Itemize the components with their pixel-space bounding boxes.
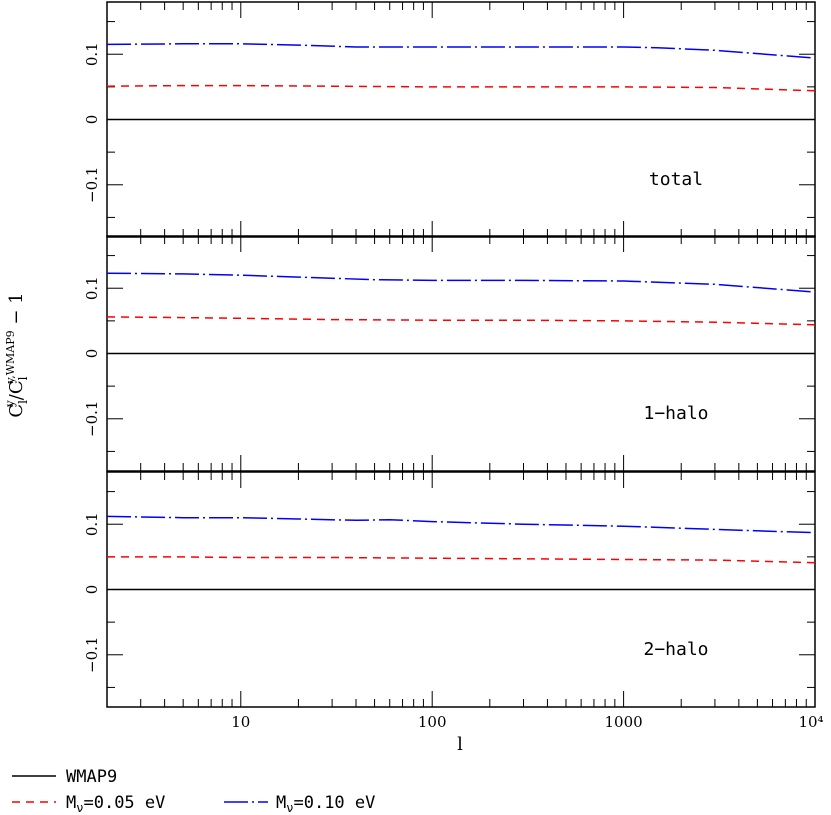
series-line-mnu-010 — [106, 272, 816, 293]
panel-label: 2−halo — [643, 639, 708, 660]
x-axis-label: l — [457, 734, 463, 755]
panel-3: −0.1 0 0.1 2−halo — [83, 471, 816, 708]
y-axis-label: Cly/Cly,WMAP9 − 1 — [3, 292, 30, 417]
series-line-mnu-005 — [107, 556, 816, 564]
y-tick-label: 0.1 — [83, 276, 101, 300]
y-tick-label: 0 — [83, 115, 101, 125]
y-axis-title: Cly/Cly,WMAP9 − 1 — [3, 292, 30, 417]
y-tick-label: −0.1 — [83, 637, 101, 673]
panel-label: 1−halo — [643, 403, 708, 424]
y-tick-label: 0.1 — [83, 512, 101, 536]
x-tick-label: 10 — [231, 713, 250, 731]
legend: WMAP9 Mν=0.05 eV Mν=0.10 eV — [12, 767, 375, 815]
x-tick-label: 100 — [418, 713, 447, 731]
legend-label-mnu-010: Mν=0.10 eV — [276, 793, 375, 815]
chart-panels: −0.1 0 0.1 total −0.1 0 0.1 1−halo −0.1 0 0.1 2−hal… — [83, 1, 824, 731]
y-tick-label: −0.1 — [83, 401, 101, 437]
legend-label-wmap9: WMAP9 — [66, 767, 117, 787]
series-line-mnu-010 — [106, 515, 816, 534]
panel-1: −0.1 0 0.1 total — [83, 1, 816, 238]
y-tick-label: −0.1 — [83, 167, 101, 203]
panel-2: −0.1 0 0.1 1−halo — [83, 235, 816, 472]
y-tick-label: 0.1 — [83, 42, 101, 66]
series-line-mnu-005 — [106, 84, 816, 92]
panel-label: total — [649, 169, 703, 190]
y-tick-label: 0 — [83, 349, 101, 359]
x-tick-labels: 10 100 1000 10⁴ — [231, 713, 823, 731]
series-line-mnu-005 — [106, 316, 816, 326]
x-tick-label: 1000 — [605, 713, 643, 731]
legend-label-mnu-005: Mν=0.05 eV — [66, 793, 165, 815]
y-tick-label: 0 — [83, 585, 101, 595]
series-line-mnu-010 — [106, 43, 816, 59]
x-tick-label: 10⁴ — [798, 713, 823, 731]
